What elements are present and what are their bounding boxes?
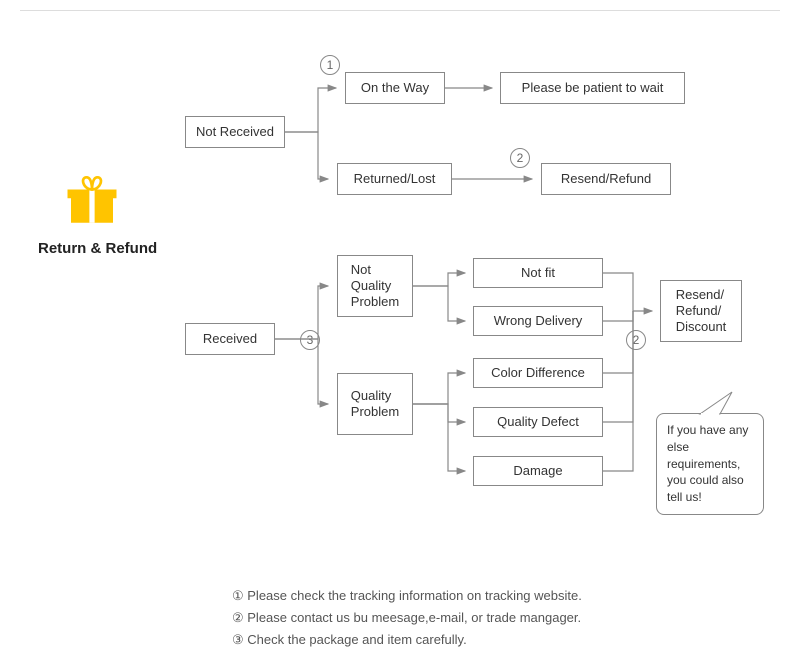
badge-1: 1 [320, 55, 340, 75]
node-not-quality: Not Quality Problem [337, 255, 413, 317]
node-damage: Damage [473, 456, 603, 486]
gift-icon [64, 172, 120, 228]
node-not-fit: Not fit [473, 258, 603, 288]
footnote-3: ③ Check the package and item carefully. [232, 632, 467, 648]
node-resend-refund-1: Resend/Refund [541, 163, 671, 195]
node-not-received: Not Received [185, 116, 285, 148]
node-please-wait: Please be patient to wait [500, 72, 685, 104]
node-resend-refund-discount: Resend/ Refund/ Discount [660, 280, 742, 342]
badge-3: 3 [300, 330, 320, 350]
badge-2b: 2 [626, 330, 646, 350]
node-quality-problem: Quality Problem [337, 373, 413, 435]
speech-bubble: If you have any else requirements, you c… [656, 413, 764, 515]
node-wrong-delivery: Wrong Delivery [473, 306, 603, 336]
footnote-1: ① Please check the tracking information … [232, 588, 582, 604]
section-title: Return & Refund [38, 240, 157, 257]
footnote-2: ② Please contact us bu meesage,e-mail, o… [232, 610, 581, 626]
node-returned-lost: Returned/Lost [337, 163, 452, 195]
node-color-diff: Color Difference [473, 358, 603, 388]
node-quality-defect: Quality Defect [473, 407, 603, 437]
top-divider [20, 10, 780, 11]
badge-2a: 2 [510, 148, 530, 168]
node-on-the-way: On the Way [345, 72, 445, 104]
node-received: Received [185, 323, 275, 355]
